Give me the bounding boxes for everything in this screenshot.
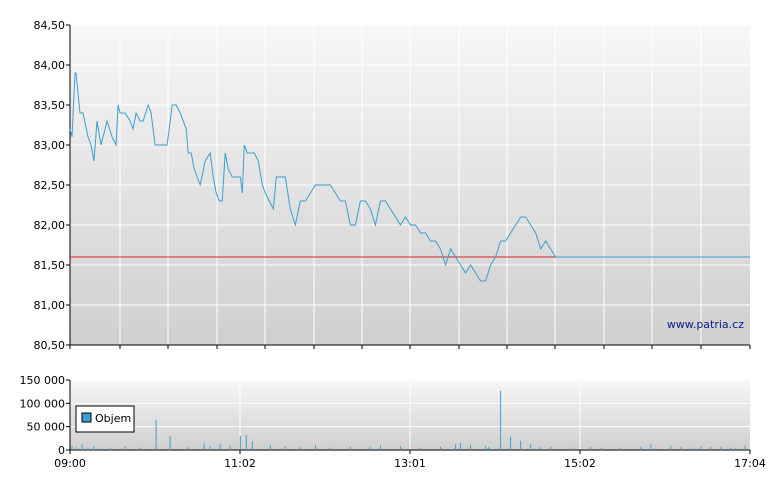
price-ytick-label: 82,50	[34, 179, 66, 192]
xtick-label: 09:00	[54, 457, 86, 470]
volume-ytick-label: 100 000	[20, 397, 66, 410]
xtick-label: 15:02	[564, 457, 596, 470]
price-ytick-label: 84,00	[34, 59, 66, 72]
price-ytick-label: 83,50	[34, 99, 66, 112]
xtick-label: 17:04	[734, 457, 766, 470]
price-ytick-label: 80,50	[34, 339, 66, 352]
price-series-line	[69, 72, 750, 282]
xtick-label: 13:01	[394, 457, 426, 470]
price-panel: 84,50 84,00 83,50 83,00 82,50 82,00 81,50 81,00…	[34, 19, 751, 352]
volume-panel: 150 000 100 000 50 000 009:00 11:02 13:01 15:0…	[20, 374, 766, 470]
volume-ytick-label: 50 000	[27, 421, 66, 434]
price-ytick-label: 81,50	[34, 259, 66, 272]
legend-swatch	[81, 412, 92, 423]
price-ytick-label: 83,00	[34, 139, 66, 152]
price-ytick-label: 84,50	[34, 19, 66, 32]
watermark-text: www.patria.cz	[667, 318, 744, 331]
legend-label: Objem	[95, 412, 131, 425]
price-ytick-label: 82,00	[34, 219, 66, 232]
xtick-label: 11:02	[224, 457, 256, 470]
volume-legend: Objem	[75, 405, 135, 433]
volume-ytick-label: 150 000	[20, 374, 66, 387]
price-ytick-label: 81,00	[34, 299, 66, 312]
volume-ytick-label: 0	[58, 444, 65, 457]
